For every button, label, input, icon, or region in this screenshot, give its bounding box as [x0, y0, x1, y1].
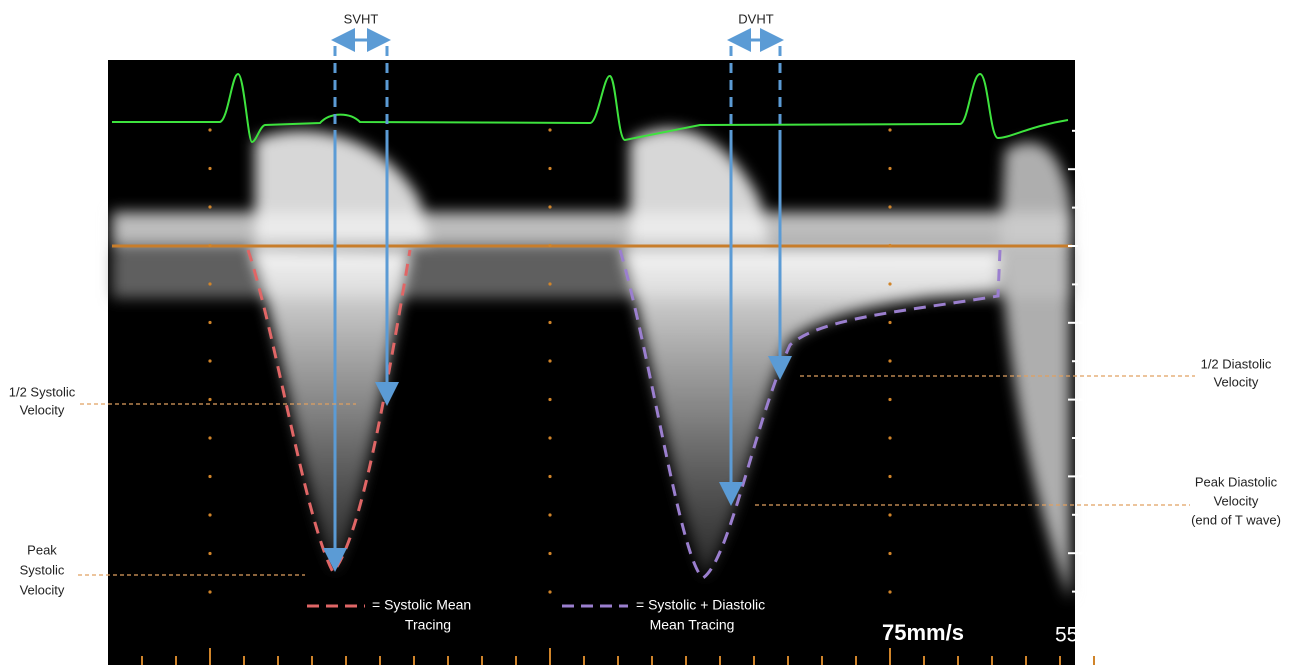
- legend-text: = Systolic Mean: [372, 597, 471, 613]
- grid-dot: [888, 359, 891, 362]
- annotation-text: 1/2 Diastolic: [1201, 356, 1272, 371]
- dvht-label: DVHT: [738, 11, 773, 26]
- grid-dot: [548, 513, 551, 516]
- grid-dot: [888, 167, 891, 170]
- annotation-text: Velocity: [1214, 493, 1259, 508]
- grid-dot: [208, 244, 211, 247]
- grid-dot: [208, 590, 211, 593]
- annotation-text: Velocity: [20, 402, 65, 417]
- svht-label: SVHT: [344, 11, 379, 26]
- grid-dot: [548, 321, 551, 324]
- grid-dot: [548, 552, 551, 555]
- baseline-unit: cm/s: [1088, 232, 1138, 257]
- annotation-text: Peak: [27, 542, 57, 557]
- grid-dot: [548, 475, 551, 478]
- grid-dot: [548, 128, 551, 131]
- grid-dot: [548, 244, 551, 247]
- annotation-text: Peak Diastolic: [1195, 474, 1278, 489]
- grid-dot: [208, 475, 211, 478]
- grid-dot: [208, 359, 211, 362]
- grid-dot: [208, 205, 211, 208]
- grid-dot: [208, 398, 211, 401]
- annotation-text: Velocity: [1214, 374, 1259, 389]
- grid-dot: [888, 244, 891, 247]
- grid-dot: [548, 282, 551, 285]
- grid-dot: [208, 513, 211, 516]
- grid-dot: [888, 398, 891, 401]
- grid-dot: [548, 590, 551, 593]
- grid-dot: [208, 128, 211, 131]
- doppler-panel: [108, 60, 1075, 665]
- grid-dot: [888, 205, 891, 208]
- scale-label: -400: [1078, 539, 1122, 564]
- grid-dot: [208, 552, 211, 555]
- grid-dot: [548, 436, 551, 439]
- scale-top-unit: cm/s: [1118, 94, 1160, 116]
- grid-dot: [208, 167, 211, 170]
- grid-dot: [208, 282, 211, 285]
- grid-dot: [888, 436, 891, 439]
- sweep-speed: 75mm/s: [882, 620, 964, 645]
- heart-rate: 55bpm: [1055, 624, 1119, 647]
- grid-dot: [208, 436, 211, 439]
- grid-dot: [888, 590, 891, 593]
- doppler-figure: SVHT DVHT -61.6 cm/s cm/s 75mm/s 55bpm 1…: [0, 0, 1301, 665]
- grid-dot: [888, 321, 891, 324]
- scale-top-value: -61.6: [1114, 72, 1160, 94]
- legend-text: Tracing: [405, 617, 451, 633]
- annotation-text: Systolic: [20, 562, 65, 577]
- scale-label: -100: [1078, 309, 1122, 334]
- scale-label: -300: [1078, 462, 1122, 487]
- annotation-text: 1/2 Systolic: [9, 384, 76, 399]
- legend-text: = Systolic + Diastolic: [636, 597, 765, 613]
- scale-label: 100: [1086, 155, 1123, 180]
- grid-dot: [548, 359, 551, 362]
- grid-dot: [548, 398, 551, 401]
- legend-text: Mean Tracing: [650, 617, 735, 633]
- grid-dot: [208, 321, 211, 324]
- annotation-text: (end of T wave): [1191, 512, 1281, 527]
- grid-dot: [888, 513, 891, 516]
- grid-dot: [888, 282, 891, 285]
- scale-label: -200: [1078, 385, 1122, 410]
- grid-dot: [548, 167, 551, 170]
- grid-dot: [888, 475, 891, 478]
- grid-dot: [548, 205, 551, 208]
- grid-dot: [888, 128, 891, 131]
- annotation-text: Velocity: [20, 582, 65, 597]
- grid-dot: [888, 552, 891, 555]
